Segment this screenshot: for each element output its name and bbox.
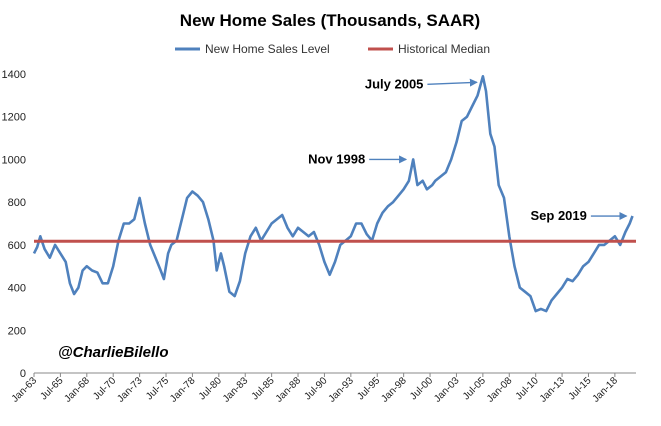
x-tick-label: Jan-18 <box>591 375 621 405</box>
series-line-level <box>32 75 634 313</box>
annotation-arrow <box>427 78 478 87</box>
x-tick-label: Jul-85 <box>250 375 277 402</box>
x-tick-label: Jul-05 <box>461 375 488 402</box>
y-tick-labels: 0 200 400 600 800 1000 1200 1400 <box>2 69 26 380</box>
x-tick-label: Jan-98 <box>379 375 409 405</box>
y-tick-label: 1200 <box>2 112 26 124</box>
x-tick-label: Jul-10 <box>514 375 541 402</box>
x-tick-label: Jan-88 <box>274 375 304 405</box>
x-tick-label: Jul-90 <box>303 375 330 402</box>
x-tick-label: Jul-75 <box>144 375 171 402</box>
annotation-label: Sep 2019 <box>531 208 587 223</box>
y-tick-label: 1400 <box>2 69 26 81</box>
y-tick-label: 200 <box>8 325 26 337</box>
legend-label-level: New Home Sales Level <box>205 42 330 56</box>
x-tick-label: Jul-65 <box>38 375 65 402</box>
y-tick-label: 800 <box>8 197 26 209</box>
y-tick-label: 0 <box>20 368 26 380</box>
x-tick-label: Jan-08 <box>485 375 515 405</box>
annotations: July 2005 Nov 1998 Sep 2019 <box>308 76 628 223</box>
x-tick-label: Jul-70 <box>91 375 118 402</box>
x-tick-label: Jul-95 <box>355 375 382 402</box>
x-tick-label: Jan-73 <box>115 375 145 405</box>
x-tick-label: Jul-00 <box>408 375 435 402</box>
legend-label-median: Historical Median <box>398 42 490 56</box>
credit-label: @CharlieBilello <box>58 344 169 361</box>
legend: New Home Sales Level Historical Median <box>175 42 490 56</box>
annotation-label: July 2005 <box>365 76 424 91</box>
y-tick-label: 1000 <box>2 154 26 166</box>
y-tick-label: 400 <box>8 283 26 295</box>
x-tick-label: Jan-13 <box>538 375 568 405</box>
x-tick-label: Jan-83 <box>221 375 251 405</box>
x-tick-label: Jul-15 <box>567 375 594 402</box>
x-tick-label: Jan-78 <box>168 375 198 405</box>
x-tick-label: Jan-93 <box>327 375 357 405</box>
y-tick-label: 600 <box>8 240 26 252</box>
x-tick-label: Jan-68 <box>63 375 93 405</box>
chart-title: New Home Sales (Thousands, SAAR) <box>180 11 480 30</box>
annotation-label: Nov 1998 <box>308 151 365 166</box>
x-tick-label: Jul-80 <box>197 375 224 402</box>
series-lines <box>32 75 636 313</box>
x-tick-label: Jan-03 <box>432 375 462 405</box>
